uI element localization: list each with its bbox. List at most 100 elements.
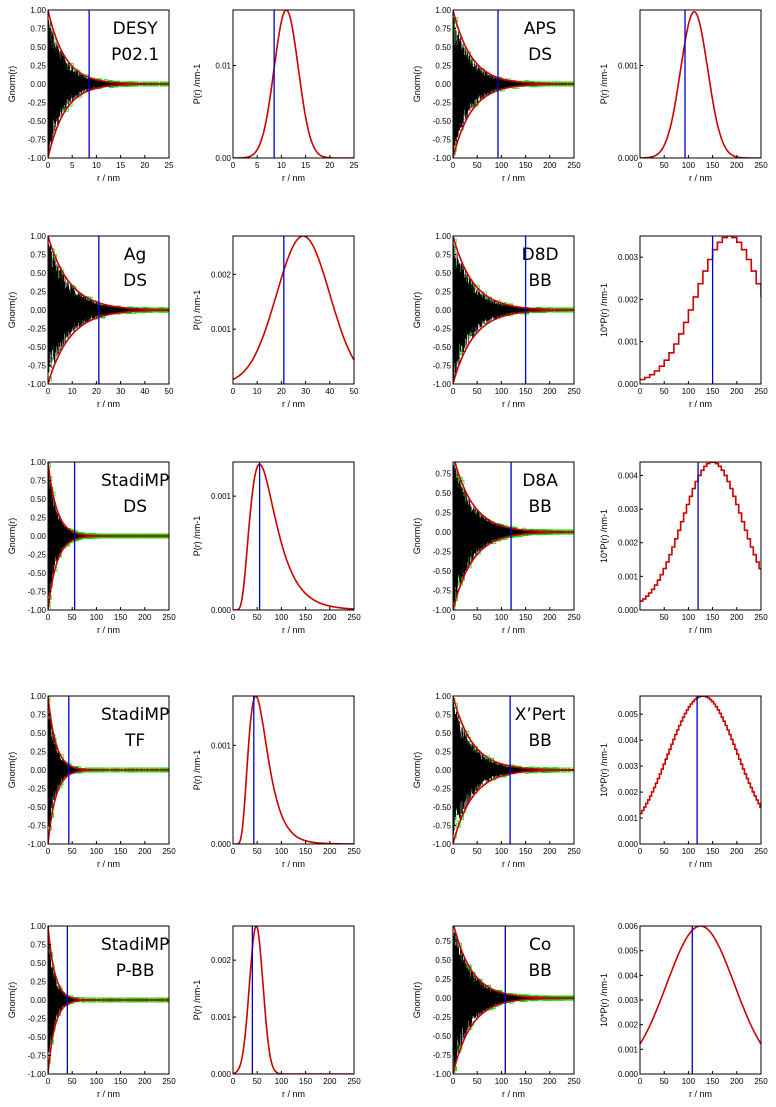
y-tick-label: -0.50 <box>28 117 47 126</box>
plot-frame <box>639 695 762 845</box>
y-tick-label: -0.75 <box>28 822 47 831</box>
y-tick-label: 0.75 <box>435 470 451 479</box>
x-axis-label: r / nm <box>502 625 525 635</box>
y-tick-label: 0.00 <box>30 996 46 1005</box>
x-tick-label: 150 <box>114 1077 128 1086</box>
x-tick-label: 0 <box>638 1077 643 1086</box>
x-tick-label: 250 <box>754 1077 768 1086</box>
plot-frame <box>232 461 355 611</box>
x-tick-label: 10 <box>92 161 101 170</box>
x-tick-label: 250 <box>162 1077 176 1086</box>
x-tick-label: 0 <box>231 387 236 396</box>
x-tick-label: 20 <box>325 161 334 170</box>
x-axis-label: r / nm <box>97 625 120 635</box>
y-tick-label: 0.004 <box>618 971 639 980</box>
gnorm-panel: 0 50 100 150 200 250 -1.00 -0.75 -0.50 -0.25 0.00 0… <box>7 922 176 1099</box>
y-tick-label: -0.50 <box>433 803 452 812</box>
y-tick-label: 0.00 <box>215 154 231 163</box>
distribution-curve <box>233 926 354 1074</box>
y-tick-label: 1.00 <box>30 458 46 467</box>
y-tick-label: -0.50 <box>28 569 47 578</box>
lower-envelope <box>48 83 169 158</box>
y-tick-label: -0.75 <box>433 587 452 596</box>
x-tick-label: 250 <box>754 847 768 856</box>
x-tick-label: 0 <box>638 847 643 856</box>
x-tick-label: 50 <box>660 161 669 170</box>
x-tick-label: 15 <box>116 161 125 170</box>
x-tick-label: 0 <box>231 613 236 622</box>
y-tick-label: -1.00 <box>433 840 452 849</box>
y-tick-label: 0.50 <box>30 495 46 504</box>
gnorm-panel: 0 10 20 30 40 50 -1.00 -0.75 -0.50 -0.25 0.00 0.25 0… <box>7 232 174 409</box>
y-tick-label: 0.25 <box>30 514 46 523</box>
x-tick-label: 0 <box>46 1077 51 1086</box>
y-tick-label: 0.000 <box>211 1070 232 1079</box>
distribution-panel: 0 50 100 150 200 250 0.000 0.001 r / nm P(r) /nm-… <box>192 461 361 635</box>
gnorm-panel: 0 50 100 150 200 250 -1.00 -0.75 -0.50 -0.25 0.00 0… <box>7 458 176 635</box>
y-tick-label: 0.000 <box>618 840 639 849</box>
distribution-panel: 0 50 100 150 200 250 0.000 0.001 0.002 0.003 0.004… <box>599 695 768 869</box>
y-tick-label: 0.002 <box>618 295 639 304</box>
x-tick-label: 50 <box>660 847 669 856</box>
config-label: DS <box>123 271 147 291</box>
config-label: P-BB <box>116 961 155 981</box>
distribution-curve <box>640 236 761 381</box>
distribution-curve <box>640 926 761 1045</box>
x-axis-label: r / nm <box>502 173 525 183</box>
y-tick-label: 0.25 <box>435 62 451 71</box>
x-axis-label: r / nm <box>689 859 712 869</box>
distribution-curve <box>640 462 761 602</box>
x-tick-label: 50 <box>660 387 669 396</box>
upper-envelope <box>453 696 574 771</box>
y-tick-label: 1.00 <box>30 232 46 241</box>
lower-envelope <box>453 531 574 610</box>
x-tick-label: 15 <box>301 161 310 170</box>
y-tick-label: -0.75 <box>433 362 452 371</box>
x-tick-label: 100 <box>682 847 696 856</box>
x-tick-label: 200 <box>730 613 744 622</box>
x-tick-label: 250 <box>567 1077 581 1086</box>
y-tick-label: 0.25 <box>435 288 451 297</box>
plot-frame <box>232 9 355 159</box>
plot-frame <box>639 925 762 1075</box>
plot-frame <box>452 461 575 611</box>
y-tick-label: -0.50 <box>433 567 452 576</box>
y-axis-label: P(r) /nm-1 <box>192 290 202 331</box>
gnorm-panel: 0 50 100 150 200 250 -1.00 -0.75 -0.50 -0.25 0.00 0… <box>412 6 581 183</box>
x-tick-label: 100 <box>495 1077 509 1086</box>
x-tick-label: 40 <box>325 387 334 396</box>
y-tick-label: -0.75 <box>433 1051 452 1060</box>
x-tick-label: 150 <box>519 161 533 170</box>
x-axis-label: r / nm <box>282 859 305 869</box>
x-axis-label: r / nm <box>689 173 712 183</box>
lower-envelope <box>48 309 169 384</box>
plot-frame <box>639 461 762 611</box>
y-tick-label: -0.25 <box>28 325 47 334</box>
config-label: DS <box>123 497 147 517</box>
y-tick-label: 0.50 <box>30 269 46 278</box>
x-tick-label: 25 <box>350 161 359 170</box>
data-point <box>454 820 460 826</box>
y-tick-label: -0.25 <box>28 785 47 794</box>
y-tick-label: 0.75 <box>30 711 46 720</box>
y-tick-label: 0.00 <box>435 528 451 537</box>
y-tick-label: 0.50 <box>30 959 46 968</box>
y-tick-label: -0.25 <box>28 551 47 560</box>
y-tick-label: 0.75 <box>30 251 46 260</box>
x-tick-label: 150 <box>706 613 720 622</box>
y-axis-label: Gnorm(r) <box>412 982 422 1019</box>
y-axis-label: 10*P(r) /nm-1 <box>599 973 609 1027</box>
x-tick-label: 150 <box>299 613 313 622</box>
x-tick-label: 150 <box>114 613 128 622</box>
x-axis-label: r / nm <box>97 173 120 183</box>
x-tick-label: 150 <box>706 847 720 856</box>
x-tick-label: 200 <box>543 161 557 170</box>
y-tick-label: 0.003 <box>618 505 639 514</box>
gnorm-panel: 0 50 100 150 200 250 -1.00 -0.75 -0.50 -0.25 0.00 0… <box>412 461 581 635</box>
x-tick-label: 100 <box>495 847 509 856</box>
x-tick-label: 200 <box>543 387 557 396</box>
y-tick-label: 0.50 <box>435 956 451 965</box>
instrument-label: StadiMP <box>101 705 169 725</box>
config-label: TF <box>124 731 145 751</box>
y-tick-label: -1.00 <box>28 1070 47 1079</box>
